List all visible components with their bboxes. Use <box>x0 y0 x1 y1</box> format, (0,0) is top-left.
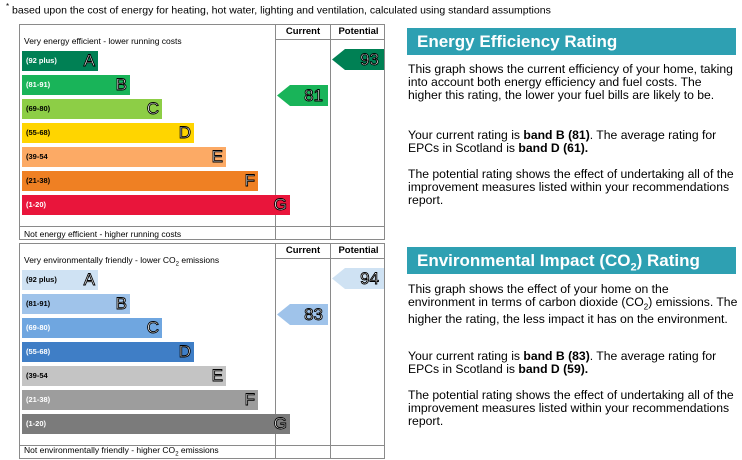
potential-rating-value: 93 <box>360 50 380 70</box>
band-e-range: (39-54 <box>26 152 48 161</box>
environment-current-rating-text: Your current rating is band B (83). The … <box>408 349 717 376</box>
band-a-bar: (92 plus) A <box>22 270 98 290</box>
energy-current-rating-text: Your current rating is band B (81). The … <box>408 128 717 155</box>
potential-rating-arrow: 94 <box>332 268 384 289</box>
current-rating-value: 83 <box>304 305 324 325</box>
band-d-letter: D <box>178 123 191 143</box>
band-e-letter: E <box>211 147 223 167</box>
footnote-text: based upon the cost of energy for heatin… <box>12 4 551 17</box>
environmental-rating-title: Environmental Impact (CO2) Rating <box>407 247 736 274</box>
footer-divider <box>20 445 384 446</box>
band-e-bar: (39-54 E <box>22 366 226 386</box>
potential-column-divider <box>330 25 331 239</box>
band-g-range: (1-20) <box>26 200 47 209</box>
band-b-letter: B <box>115 75 127 95</box>
band-c-bar: (69-80) C <box>22 99 162 119</box>
band-d-bar: (55-68) D <box>22 123 194 143</box>
band-b-letter: B <box>115 294 127 314</box>
band-e-bar: (39-54 E <box>22 147 226 167</box>
band-g-bar: (1-20) G <box>22 414 290 434</box>
band-c-range: (69-80) <box>26 104 51 113</box>
band-d-range: (55-68) <box>26 347 51 356</box>
efficient-label: Very energy efficient - lower running co… <box>24 36 182 46</box>
band-g-range: (1-20) <box>26 419 47 428</box>
band-g-letter: G <box>273 195 287 215</box>
band-d-bar: (55-68) D <box>22 342 194 362</box>
potential-rating-arrow: 93 <box>332 49 384 70</box>
footer-divider <box>20 226 384 227</box>
current-rating-arrow: 81 <box>277 85 328 106</box>
band-c-range: (69-80) <box>26 323 51 332</box>
current-column-divider <box>275 244 276 458</box>
band-f-bar: (21-38) F <box>22 171 258 191</box>
band-d-range: (55-68) <box>26 128 51 137</box>
environment-description: This graph shows the effect of your home… <box>408 282 738 327</box>
current-column-header: Current <box>285 26 321 37</box>
inefficient-label: Not energy efficient - higher running co… <box>24 229 182 239</box>
band-b-bar: (81-91) B <box>22 75 130 95</box>
band-f-range: (21-38) <box>26 176 51 185</box>
current-rating-arrow: 83 <box>277 304 328 325</box>
band-b-bar: (81-91) B <box>22 294 130 314</box>
band-e-letter: E <box>211 366 223 386</box>
band-e-range: (39-54 <box>26 371 48 380</box>
band-a-range: (92 plus) <box>26 56 57 65</box>
footnote-star: * <box>6 2 10 11</box>
band-f-letter: F <box>244 171 255 191</box>
band-b-range: (81-91) <box>26 80 51 89</box>
band-c-letter: C <box>146 318 159 338</box>
current-column-header: Current <box>285 245 321 256</box>
band-a-letter: A <box>83 270 95 290</box>
footnote: * based upon the cost of energy for heat… <box>6 2 551 17</box>
energy-rating-title: Energy Efficiency Rating <box>407 28 736 55</box>
band-g-letter: G <box>273 414 287 434</box>
band-f-bar: (21-38) F <box>22 390 258 410</box>
band-a-bar: (92 plus) A <box>22 51 98 71</box>
environmental-impact-chart: Current Potential Very environmentally f… <box>19 243 385 459</box>
unfriendly-label: Not environmentally friendly - higher CO… <box>24 445 219 458</box>
potential-column-header: Potential <box>338 26 379 37</box>
energy-potential-text: The potential rating shows the effect of… <box>408 167 734 207</box>
current-column-divider <box>275 25 276 239</box>
band-g-bar: (1-20) G <box>22 195 290 215</box>
energy-description: This graph shows the current efficiency … <box>408 62 733 102</box>
potential-column-divider <box>330 244 331 458</box>
band-a-range: (92 plus) <box>26 275 57 284</box>
header-divider <box>275 39 384 40</box>
band-c-bar: (69-80) C <box>22 318 162 338</box>
energy-efficiency-chart: Current Potential Very energy efficient … <box>19 24 385 240</box>
potential-column-header: Potential <box>338 245 379 256</box>
header-divider <box>275 258 384 259</box>
potential-rating-value: 94 <box>360 269 380 289</box>
band-c-letter: C <box>146 99 159 119</box>
band-a-letter: A <box>83 51 95 71</box>
friendly-label: Very environmentally friendly - lower CO… <box>24 255 220 268</box>
environment-potential-text: The potential rating shows the effect of… <box>408 388 734 428</box>
band-f-range: (21-38) <box>26 395 51 404</box>
current-rating-value: 81 <box>304 86 324 106</box>
band-f-letter: F <box>244 390 255 410</box>
band-d-letter: D <box>178 342 191 362</box>
band-b-range: (81-91) <box>26 299 51 308</box>
